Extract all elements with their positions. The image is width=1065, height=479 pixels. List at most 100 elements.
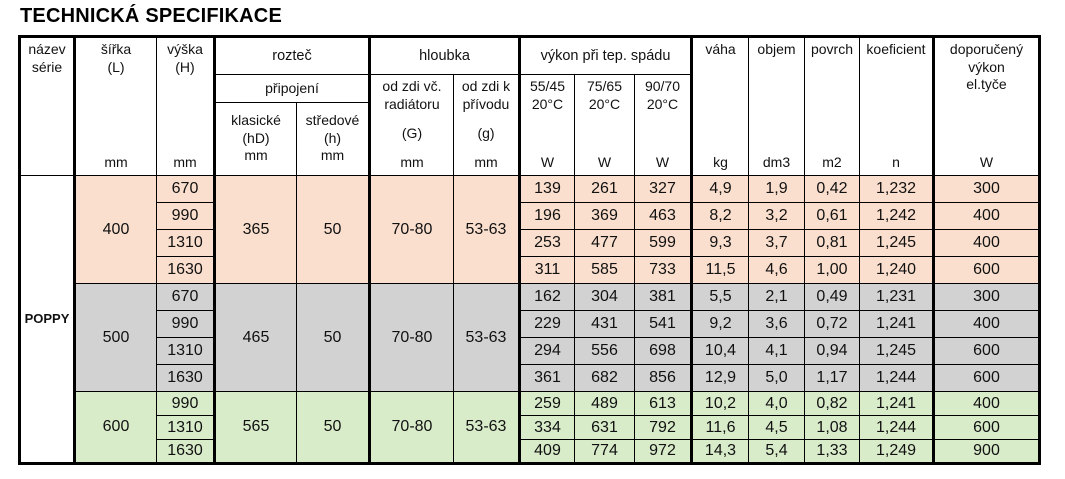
depth-supply-cell: 53-63 (453, 175, 521, 284)
width-cell: 400 (74, 175, 157, 284)
width-unit: mm (104, 153, 128, 170)
power-gradient: 55/45 20°C (530, 78, 565, 113)
depth-incl-code: (G) (401, 124, 423, 141)
power-9070-cell: 698 (634, 337, 693, 365)
pitch-central-unit: mm (320, 147, 345, 164)
coefficient-cell: 1,242 (859, 202, 935, 230)
series-name-cell: POPPY (19, 175, 76, 464)
power-7565-cell: 369 (574, 202, 635, 230)
weight-cell: 11,6 (691, 415, 749, 440)
col-header-height: výška (H) mm (156, 36, 216, 176)
col-header-pitch-central: středové (h) mm (296, 102, 371, 176)
height-cell: 670 (156, 175, 216, 203)
coefficient-cell: 1,232 (859, 175, 935, 203)
power-9070-cell: 463 (634, 202, 693, 230)
power-7565-cell: 682 (574, 364, 635, 392)
power-9070-cell: 972 (634, 439, 693, 464)
power-9070-cell: 792 (634, 415, 693, 440)
recommended-cell: 900 (933, 439, 1040, 464)
depth-supply-label: od zdi k přívodu (461, 78, 511, 112)
surface-cell: 0,42 (804, 175, 860, 203)
weight-cell: 5,5 (691, 283, 749, 311)
volume-label: objem (757, 41, 796, 57)
weight-label: váha (705, 41, 736, 57)
weight-cell: 10,2 (691, 391, 749, 416)
volume-cell: 2,1 (748, 283, 805, 311)
surface-cell: 1,33 (804, 439, 860, 464)
col-header-power-5545: 55/45 20°C W (519, 74, 575, 176)
depth-incl-unit: mm (400, 153, 424, 170)
table-row: 990 229 431 541 9,2 3,6 0,72 1,241 400 (20, 310, 1040, 338)
recommended-cell: 300 (933, 283, 1040, 311)
gradient-7565: 75/65 (586, 78, 623, 94)
recommended-cell: 400 (933, 391, 1040, 416)
recommended-cell: 600 (933, 364, 1040, 392)
power-7565-cell: 585 (574, 256, 635, 284)
height-cell: 1630 (156, 256, 216, 284)
pitch-classic-label: klasické (231, 112, 281, 129)
coefficient-cell: 1,241 (859, 391, 935, 416)
coefficient-cell: 1,231 (859, 283, 935, 311)
power-7565-cell: 774 (574, 439, 635, 464)
power-5545-cell: 294 (519, 337, 575, 365)
volume-cell: 5,4 (748, 439, 805, 464)
pitch-classic-code: (hD) (242, 129, 270, 146)
recommended-cell: 600 (933, 337, 1040, 365)
recommended-cell: 600 (933, 256, 1040, 284)
col-header-power-7565: 75/65 20°C W (574, 74, 635, 176)
table-row: 1630 361 682 856 12,9 5,0 1,17 1,244 600 (20, 364, 1040, 392)
surface-cell: 0,49 (804, 283, 860, 311)
power-5545-cell: 334 (519, 415, 575, 440)
power-5545-cell: 259 (519, 391, 575, 416)
width-cell: 500 (74, 283, 157, 392)
pitch-central-cell: 50 (296, 391, 371, 464)
weight-cell: 12,9 (691, 364, 749, 392)
power-gradient: 90/70 20°C (645, 78, 680, 113)
power-5545-cell: 162 (519, 283, 575, 311)
depth-incl-cell: 70-80 (369, 391, 454, 464)
pitch-central-cell: 50 (296, 175, 371, 284)
power-9070-cell: 381 (634, 283, 693, 311)
power-7565-cell: 556 (574, 337, 635, 365)
col-header-series-name: název série (19, 36, 76, 176)
volume-cell: 4,5 (748, 415, 805, 440)
group-header-pitch: rozteč (214, 36, 371, 75)
surface-label: povrch (810, 41, 854, 57)
coefficient-cell: 1,249 (859, 439, 935, 464)
coefficient-cell: 1,244 (859, 415, 935, 440)
weight-cell: 10,4 (691, 337, 749, 365)
power-unit-5545: W (540, 153, 555, 170)
surface-cell: 0,61 (804, 202, 860, 230)
table-row: 990 196 369 463 8,2 3,2 0,61 1,242 400 (20, 202, 1040, 230)
table-row: POPPY 400 670 365 50 70-80 53-63 139 261 327 4,9 1,… (19, 175, 1040, 464)
volume-cell: 4,6 (748, 256, 805, 284)
power-7565-cell: 631 (574, 415, 635, 440)
volume-cell: 1,9 (748, 175, 805, 203)
power-9070-cell: 599 (634, 229, 693, 257)
height-cell: 1630 (156, 439, 216, 464)
weight-cell: 8,2 (691, 202, 749, 230)
col-header-weight: váha kg (691, 36, 749, 176)
volume-cell: 3,7 (748, 229, 805, 257)
col-header-coefficient: koeficient n (859, 36, 935, 176)
header-row-1: název série šířka (L) mm výška (H) mm ro… (19, 36, 1040, 176)
power-7565-cell: 489 (574, 391, 635, 416)
weight-cell: 14,3 (691, 439, 749, 464)
power-7565-cell: 261 (574, 175, 635, 203)
volume-cell: 3,2 (748, 202, 805, 230)
table-header: název série šířka (L) mm výška (H) mm ro… (19, 36, 1040, 176)
power-5545-cell: 311 (519, 256, 575, 284)
power-7565-cell: 431 (574, 310, 635, 338)
pitch-classic-cell: 565 (214, 391, 297, 464)
gradient-5545: 55/45 (529, 78, 566, 94)
depth-supply-cell: 53-63 (453, 283, 521, 392)
temp-7565: 20°C (588, 95, 621, 112)
weight-cell: 9,2 (691, 310, 749, 338)
weight-cell: 11,5 (691, 256, 749, 284)
table-row: 1310 253 477 599 9,3 3,7 0,81 1,245 400 (20, 229, 1040, 257)
depth-supply-code: (g) (477, 124, 495, 141)
power-gradient: 75/65 20°C (587, 78, 622, 113)
col-header-recommended: doporučený výkon el.tyče W (933, 36, 1040, 176)
surface-cell: 0,82 (804, 391, 860, 416)
depth-incl-cell: 70-80 (369, 283, 454, 392)
